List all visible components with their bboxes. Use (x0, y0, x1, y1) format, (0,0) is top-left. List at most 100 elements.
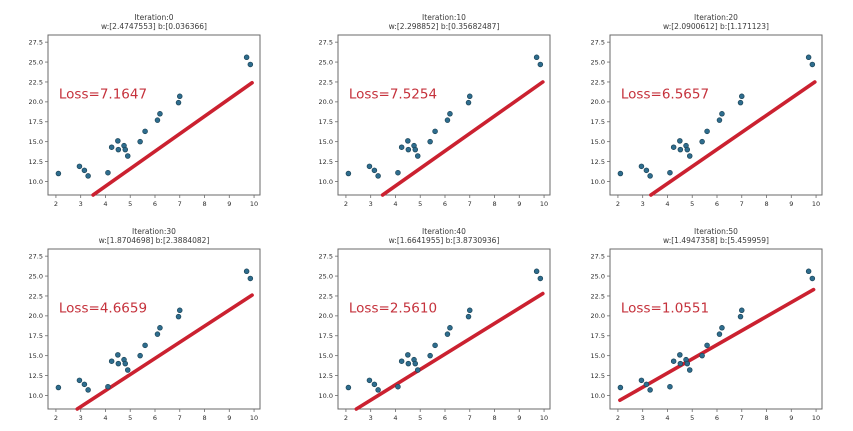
subplot-title: Iteration:40 (422, 227, 466, 236)
x-tick-label: 2 (344, 200, 348, 208)
data-point (638, 377, 645, 384)
x-tick-label: 10 (250, 200, 258, 208)
data-point (805, 54, 812, 61)
data-point (699, 352, 705, 359)
data-point (85, 173, 91, 179)
y-tick-label: 10.0 (319, 178, 333, 186)
x-tick-label: 5 (128, 414, 132, 422)
data-point (719, 325, 725, 331)
data-point (142, 342, 148, 349)
y-tick-label: 10.0 (591, 392, 605, 400)
data-point (157, 111, 163, 117)
y-tick-label: 25.0 (591, 272, 605, 280)
y-tick-label: 20.0 (319, 312, 333, 320)
y-tick-label: 10.0 (29, 178, 43, 186)
data-point (414, 153, 421, 159)
data-point (677, 352, 683, 358)
data-point (142, 128, 148, 135)
data-point (405, 352, 411, 358)
data-point (405, 360, 412, 367)
data-point (175, 99, 182, 106)
regression-line (91, 80, 254, 197)
data-point (719, 111, 725, 117)
y-tick-label: 22.5 (29, 292, 43, 300)
data-point (105, 383, 111, 390)
x-tick-label: 8 (764, 414, 768, 422)
y-tick-label: 17.5 (591, 332, 605, 340)
data-point (739, 307, 745, 314)
x-tick-label: 10 (540, 200, 548, 208)
x-tick-label: 8 (492, 200, 496, 208)
subplot-svg-iteration-10: Iteration:10w:[2.298852] b:[0.35682487] 2… (319, 13, 551, 208)
data-point (684, 146, 691, 153)
x-tick-label: 6 (153, 200, 157, 208)
x-tick-label: 8 (202, 414, 206, 422)
y-tick-label: 17.5 (591, 118, 605, 126)
y-tick-label: 12.5 (591, 158, 605, 166)
y-tick-label: 12.5 (319, 158, 333, 166)
y-tick-label: 27.5 (29, 252, 43, 260)
regression-line (354, 291, 545, 411)
subplot-params: w:[2.298852] b:[0.35682487] (389, 22, 500, 31)
data-point (643, 381, 650, 388)
subplot-svg-iteration-40: Iteration:40w:[1.6641955] b:[3.8730936] 2… (319, 227, 551, 422)
data-point (137, 138, 143, 145)
x-tick-label: 6 (153, 414, 157, 422)
data-point (371, 381, 378, 388)
data-point (371, 167, 378, 174)
subplot-title: Iteration:30 (132, 227, 176, 236)
x-tick-label: 9 (789, 414, 793, 422)
data-point (375, 387, 381, 393)
subplot-svg-iteration-0: Iteration:0w:[2.4747553] b:[0.036366] 2 3 4… (29, 13, 261, 208)
data-point (137, 352, 143, 359)
data-point (154, 331, 161, 337)
data-point (247, 61, 254, 68)
data-point (76, 163, 83, 170)
data-point (670, 144, 677, 150)
regression-line (649, 80, 817, 197)
y-tick-label: 20.0 (319, 98, 333, 106)
x-tick-label: 7 (468, 200, 472, 208)
data-point (124, 367, 131, 373)
data-point (85, 387, 91, 393)
x-tick-label: 3 (369, 414, 373, 422)
data-point (432, 342, 438, 349)
x-tick-label: 10 (250, 414, 258, 422)
data-point (537, 61, 544, 68)
y-tick-label: 22.5 (591, 78, 605, 86)
x-tick-label: 6 (715, 414, 719, 422)
y-tick-label: 12.5 (29, 158, 43, 166)
data-point (247, 275, 254, 282)
y-tick-label: 22.5 (591, 292, 605, 300)
y-tick-label: 27.5 (319, 252, 333, 260)
y-tick-label: 12.5 (29, 372, 43, 380)
x-tick-label: 9 (789, 200, 793, 208)
x-tick-label: 4 (103, 200, 107, 208)
x-tick-label: 3 (641, 414, 645, 422)
x-tick-label: 2 (54, 200, 58, 208)
y-tick-label: 15.0 (319, 352, 333, 360)
subplot-iteration-20: Iteration:20 w:[2.0900612] b:[1.171123] 2 3… (576, 9, 828, 213)
data-point (533, 54, 540, 61)
x-tick-label: 3 (79, 414, 83, 422)
data-point (366, 377, 373, 384)
subplot-svg-iteration-20: Iteration:20w:[2.0900612] b:[1.171123] 2 3… (591, 13, 823, 208)
subplot-title: Iteration:50 (694, 227, 738, 236)
y-tick-label: 20.0 (591, 98, 605, 106)
x-tick-label: 3 (369, 200, 373, 208)
data-point (115, 352, 121, 358)
y-tick-label: 15.0 (591, 352, 605, 360)
y-tick-label: 10.0 (29, 392, 43, 400)
subplot-params: w:[2.4747553] b:[0.036366] (101, 22, 207, 31)
data-point (617, 170, 624, 177)
data-point (533, 268, 540, 275)
data-point (395, 169, 401, 176)
data-point (638, 163, 645, 170)
data-point (345, 384, 352, 391)
x-tick-label: 4 (665, 414, 669, 422)
data-point (115, 146, 122, 153)
y-tick-label: 20.0 (29, 312, 43, 320)
x-tick-label: 4 (393, 414, 397, 422)
data-point (345, 170, 352, 177)
x-tick-label: 4 (103, 414, 107, 422)
